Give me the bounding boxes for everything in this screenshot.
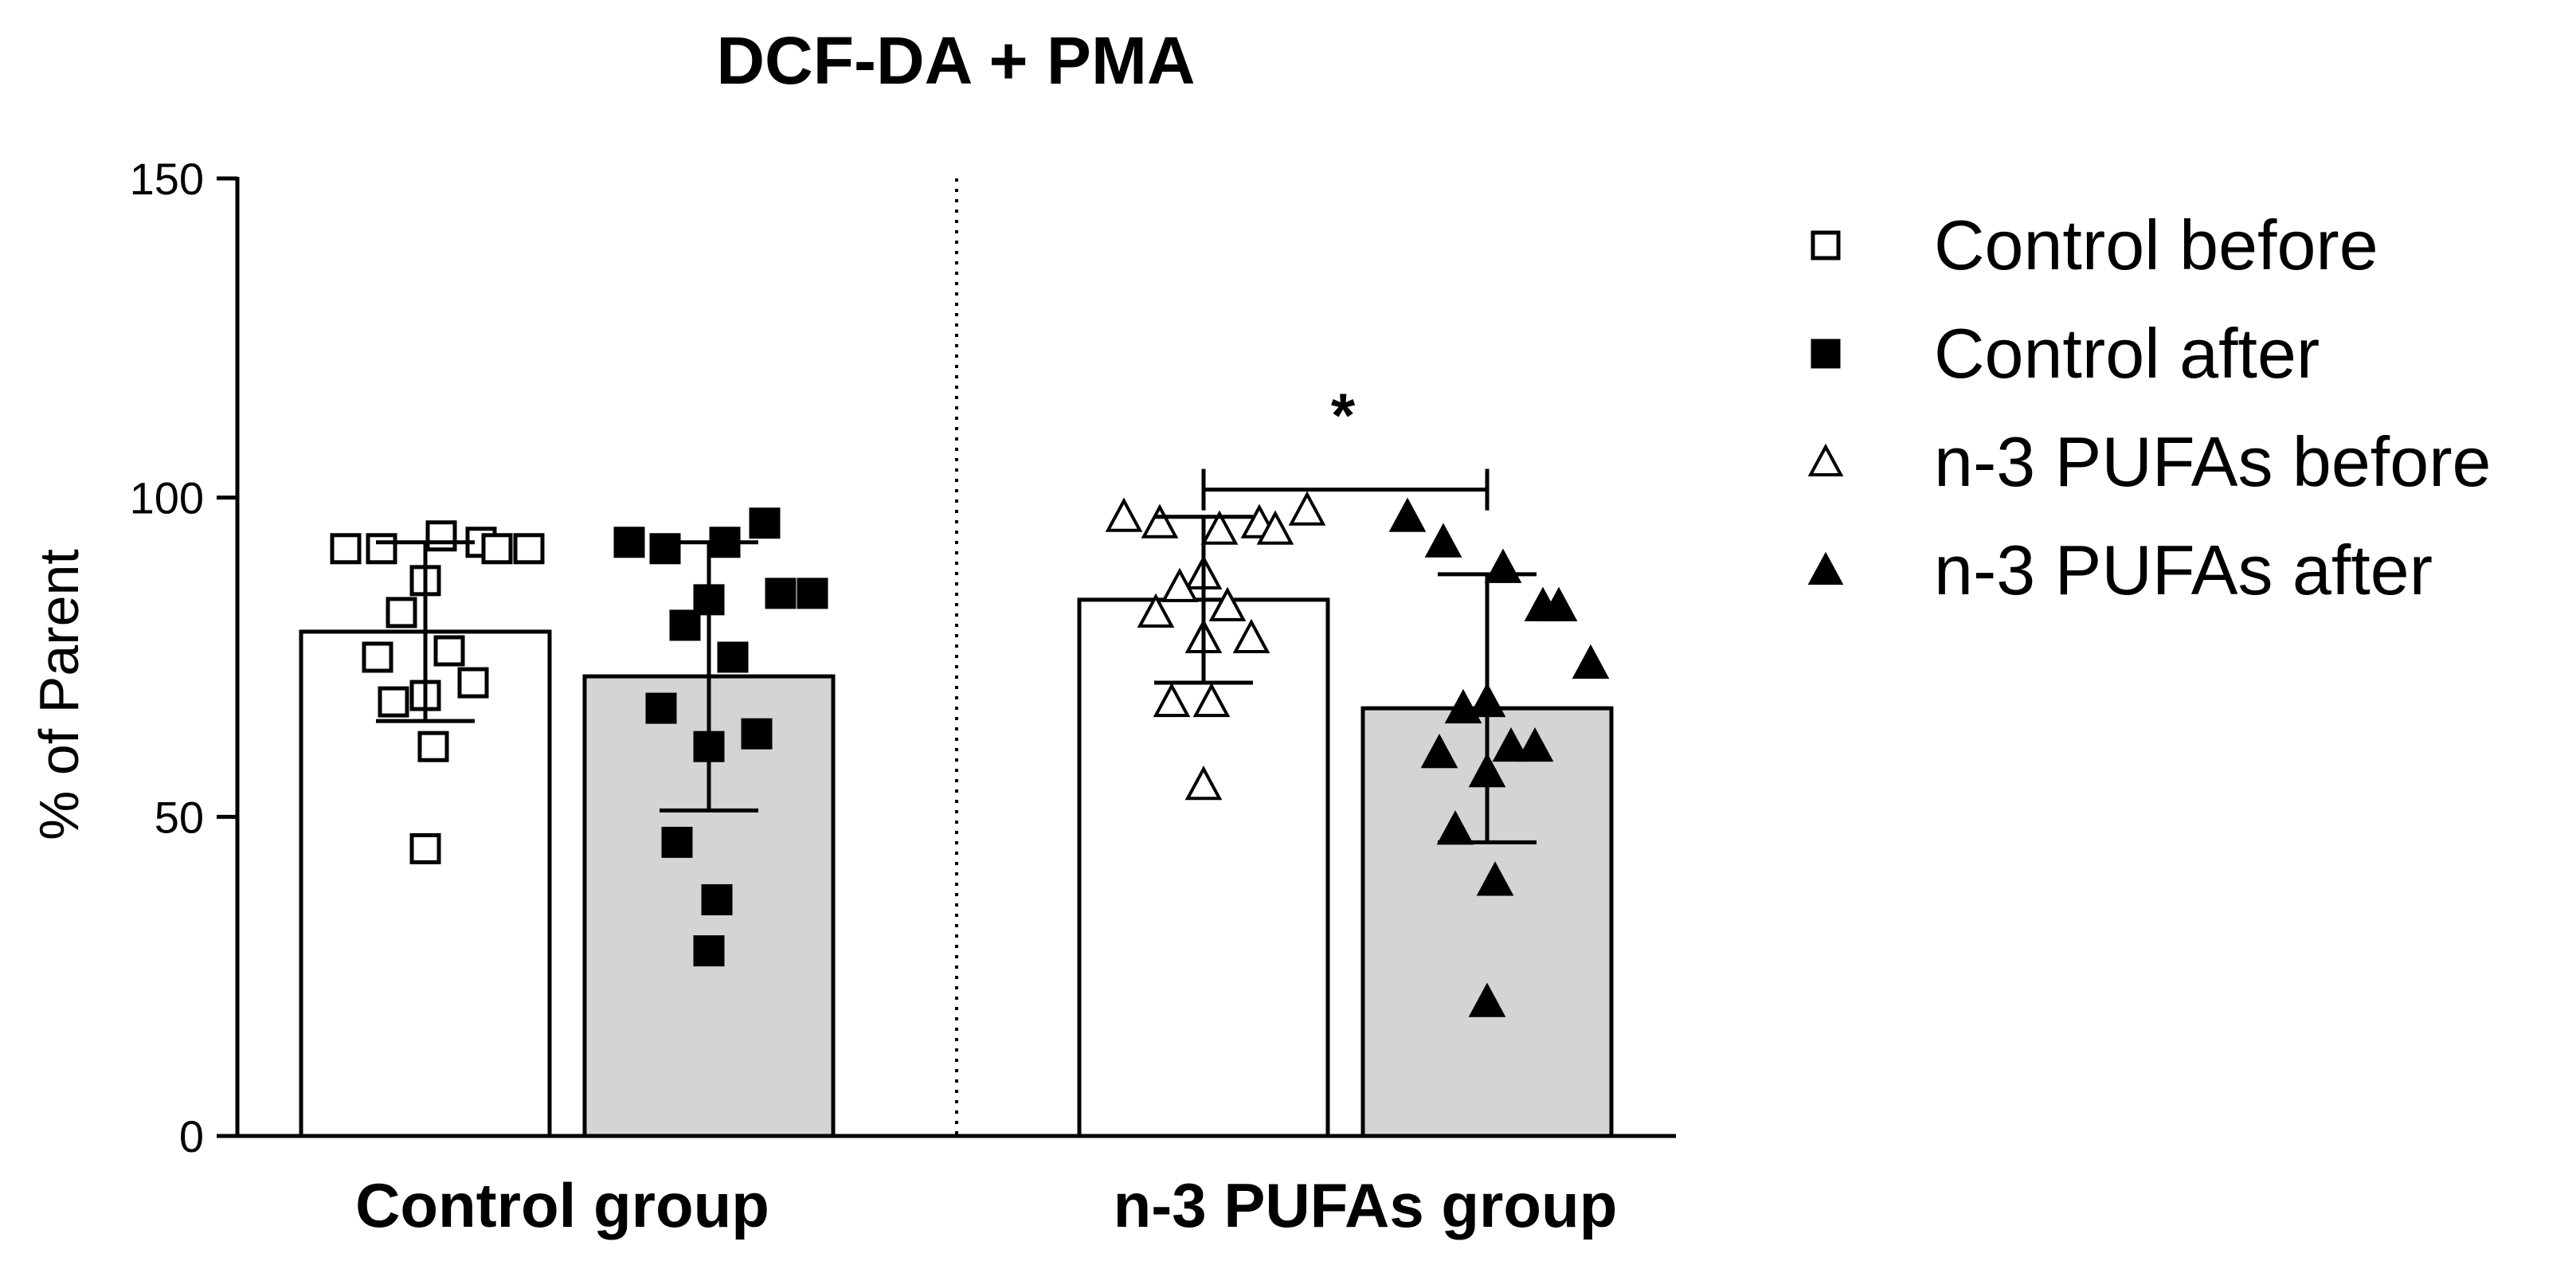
- y-tick-label: 100: [130, 473, 204, 523]
- data-point: [481, 533, 513, 565]
- data-point: [386, 597, 417, 629]
- data-point: [513, 533, 545, 565]
- data-point: [661, 826, 693, 858]
- data-point: [457, 667, 489, 699]
- data-point: [741, 718, 773, 750]
- plot-area: 0 50 100 150: [130, 154, 1844, 1161]
- data-point: [362, 641, 393, 673]
- chart-title: DCF-DA + PMA: [716, 23, 1195, 98]
- data-point: [1492, 727, 1530, 762]
- data-point: [1444, 688, 1482, 724]
- data-point: [1476, 861, 1514, 896]
- legend-marker: [1811, 339, 1841, 369]
- data-point: [693, 935, 725, 967]
- y-tick-label: 0: [179, 1111, 204, 1161]
- data-point: [613, 527, 645, 558]
- data-point: [1388, 497, 1427, 532]
- data-point: [1256, 510, 1294, 545]
- data-point: [1105, 497, 1143, 532]
- data-point: [1232, 618, 1270, 653]
- data-point: [1161, 567, 1199, 602]
- x-group-label-control: Control group: [355, 1170, 769, 1240]
- data-point: [330, 533, 362, 565]
- legend-marker: [1807, 443, 1844, 476]
- legend-label-pufa-before: n-3 PUFAs before: [1934, 422, 2491, 501]
- data-point: [749, 507, 781, 539]
- data-point: [433, 635, 465, 667]
- y-tick-label: 50: [155, 792, 204, 842]
- data-point: [645, 692, 677, 724]
- legend-marker: [1811, 230, 1841, 260]
- data-point: [1192, 682, 1231, 718]
- x-group-label-pufa: n-3 PUFAs group: [1114, 1170, 1618, 1240]
- data-point: [669, 609, 701, 641]
- data-point: [1572, 644, 1610, 680]
- data-point: [1208, 586, 1247, 621]
- significance-label: *: [1331, 380, 1356, 450]
- data-point: [717, 641, 749, 673]
- data-point: [1184, 766, 1223, 801]
- legend-label-control-after: Control after: [1934, 314, 2320, 393]
- y-tick-label: 150: [130, 154, 204, 204]
- data-point: [701, 884, 733, 916]
- data-point: [1200, 510, 1239, 545]
- data-point: [1153, 682, 1191, 718]
- legend-marker: [1807, 551, 1844, 585]
- data-point: [1424, 523, 1462, 558]
- data-point: [1484, 548, 1522, 583]
- data-point: [1516, 727, 1554, 762]
- data-point: [1141, 503, 1179, 539]
- data-point: [649, 533, 681, 565]
- data-point: [1137, 593, 1175, 628]
- y-axis-label: % of Parent: [28, 549, 90, 840]
- data-point: [765, 578, 797, 609]
- data-point: [797, 578, 828, 609]
- data-point: [1468, 982, 1506, 1017]
- data-point: [1540, 586, 1578, 621]
- data-point: [417, 730, 449, 762]
- data-point: [378, 686, 409, 718]
- data-point: [409, 832, 441, 864]
- data-point: [425, 520, 457, 552]
- data-point: [366, 533, 397, 565]
- data-point: [1288, 491, 1326, 526]
- legend-label-control-before: Control before: [1934, 206, 2378, 284]
- data-point: [1420, 733, 1458, 769]
- legend-label-pufa-after: n-3 PUFAs after: [1934, 531, 2433, 609]
